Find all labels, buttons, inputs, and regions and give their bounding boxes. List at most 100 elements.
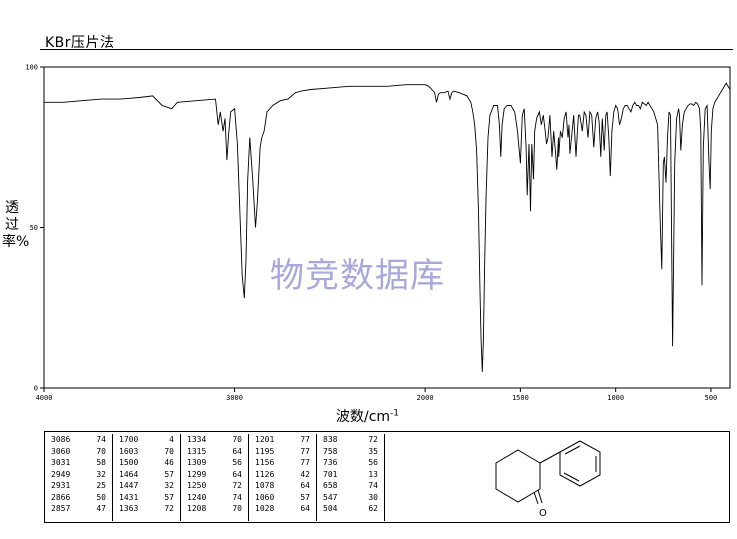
x-tick-label: 2000 (417, 394, 434, 402)
peak-transmittance: 62 (368, 504, 378, 513)
peak-transmittance: 70 (164, 446, 174, 456)
peak-wavenumber: 1240 (187, 492, 207, 502)
peak-wavenumber: 2931 (51, 481, 71, 490)
peak-column: 1334 70 1315 64 1309 56 1299 64 1250 72 1240 74 1208… (181, 434, 249, 521)
peak-transmittance: 72 (232, 481, 242, 490)
x-tick-label: 500 (705, 394, 718, 402)
peak-row: 1028 64 (249, 503, 316, 515)
peak-row: 1060 57 (249, 492, 316, 504)
peak-transmittance: 74 (368, 481, 378, 490)
ir-spectrum-chart: 4000 3000 2000 1500 1000 500 0 50 100 (25, 64, 731, 403)
peak-row: 1126 42 (249, 469, 316, 481)
peak-row: 1309 56 (181, 457, 248, 469)
peak-transmittance: 42 (300, 469, 310, 479)
peak-transmittance: 57 (164, 492, 174, 502)
peak-row: 3086 74 (45, 434, 112, 446)
peak-row: 3060 70 (45, 446, 112, 458)
peak-row: 701 13 (317, 469, 384, 481)
peak-transmittance: 32 (164, 481, 174, 490)
peak-row: 658 74 (317, 480, 384, 492)
peak-transmittance: 30 (368, 492, 378, 502)
peak-row: 736 56 (317, 457, 384, 469)
peak-transmittance: 13 (368, 469, 378, 479)
x-axis-label-exponent: -1 (390, 408, 400, 419)
peak-column: 3086 74 3060 70 3031 58 2949 32 2931 25 2866 50 2857… (45, 434, 113, 521)
peak-wavenumber: 1700 (119, 435, 139, 444)
peak-row: 1700 4 (113, 434, 180, 446)
peak-wavenumber: 1447 (119, 481, 139, 490)
peak-transmittance: 56 (232, 458, 242, 467)
peak-row: 2949 32 (45, 469, 112, 481)
peak-row: 504 62 (317, 503, 384, 515)
peak-transmittance: 70 (232, 435, 242, 444)
title-rule (40, 49, 733, 50)
oxygen-atom: O (539, 508, 547, 519)
peak-transmittance: 70 (96, 446, 106, 456)
page-title: KBr压片法 (45, 35, 115, 51)
molecule-svg: O (495, 440, 601, 519)
x-tick-label: 3000 (226, 394, 243, 402)
peak-transmittance: 74 (96, 435, 106, 444)
peak-transmittance: 70 (232, 504, 242, 513)
peak-wavenumber: 1334 (187, 435, 207, 444)
peak-row: 3031 58 (45, 457, 112, 469)
peak-wavenumber: 1309 (187, 458, 207, 467)
peak-transmittance: 35 (368, 446, 378, 456)
phenyl-double-3 (563, 472, 580, 482)
peak-row: 1500 46 (113, 457, 180, 469)
peak-wavenumber: 1078 (255, 481, 275, 490)
peak-wavenumber: 701 (323, 469, 338, 479)
peak-row: 1208 70 (181, 503, 248, 515)
peak-row: 838 72 (317, 434, 384, 446)
peak-transmittance: 74 (232, 492, 242, 502)
peak-transmittance: 57 (164, 469, 174, 479)
carbonyl-bond-2 (533, 491, 539, 505)
x-tick-label: 1000 (607, 394, 624, 402)
structure-diagram: O (388, 432, 730, 522)
peak-table: 3086 74 3060 70 3031 58 2949 32 2931 25 2866 50 2857… (44, 431, 730, 523)
peak-row: 1201 77 (249, 434, 316, 446)
aryl-bond (539, 451, 561, 464)
x-tick-label: 4000 (36, 394, 53, 402)
peak-column: 1700 4 1603 70 1500 46 1464 57 1447 32 1431 57 1363 7… (113, 434, 181, 521)
peak-wavenumber: 1195 (255, 446, 275, 456)
peak-row: 1299 64 (181, 469, 248, 481)
peak-wavenumber: 1603 (119, 446, 139, 456)
axis-ticks: 4000 3000 2000 1500 1000 500 0 50 100 (25, 64, 717, 403)
peak-transmittance: 72 (368, 435, 378, 444)
peak-wavenumber: 736 (323, 458, 338, 467)
peak-row: 1156 77 (249, 457, 316, 469)
peak-row: 1447 32 (113, 480, 180, 492)
peak-transmittance: 58 (96, 458, 106, 467)
peak-wavenumber: 1060 (255, 492, 275, 502)
phenyl-double-1 (564, 445, 581, 455)
peak-wavenumber: 504 (323, 504, 338, 513)
y-axis-label-text: 透过率% (2, 200, 30, 250)
peak-wavenumber: 2949 (51, 469, 71, 479)
peak-row: 1250 72 (181, 480, 248, 492)
y-tick-label: 50 (30, 224, 38, 232)
peak-transmittance: 64 (232, 469, 242, 479)
peak-wavenumber: 1363 (119, 504, 139, 513)
peak-row: 547 30 (317, 492, 384, 504)
x-axis-label: 波数/cm-1 (336, 406, 399, 426)
peak-wavenumber: 1028 (255, 504, 275, 513)
peak-row: 1464 57 (113, 469, 180, 481)
peak-row: 2931 25 (45, 480, 112, 492)
peak-row: 1431 57 (113, 492, 180, 504)
peak-wavenumber: 1299 (187, 469, 207, 479)
peak-row: 2857 47 (45, 503, 112, 515)
peak-transmittance: 64 (300, 504, 310, 513)
peak-transmittance: 72 (164, 504, 174, 513)
peak-wavenumber: 1250 (187, 481, 207, 490)
peak-wavenumber: 1126 (255, 469, 275, 479)
phenyl-ring (559, 440, 601, 487)
peak-transmittance: 25 (96, 481, 106, 490)
peak-transmittance: 46 (164, 458, 174, 467)
watermark: 物竞数据库 (270, 256, 445, 296)
spectrum-trace (44, 82, 731, 372)
peak-row: 2866 50 (45, 492, 112, 504)
peak-wavenumber: 1464 (119, 469, 139, 479)
carbonyl-bond (537, 489, 543, 504)
peak-row: 1195 77 (249, 446, 316, 458)
